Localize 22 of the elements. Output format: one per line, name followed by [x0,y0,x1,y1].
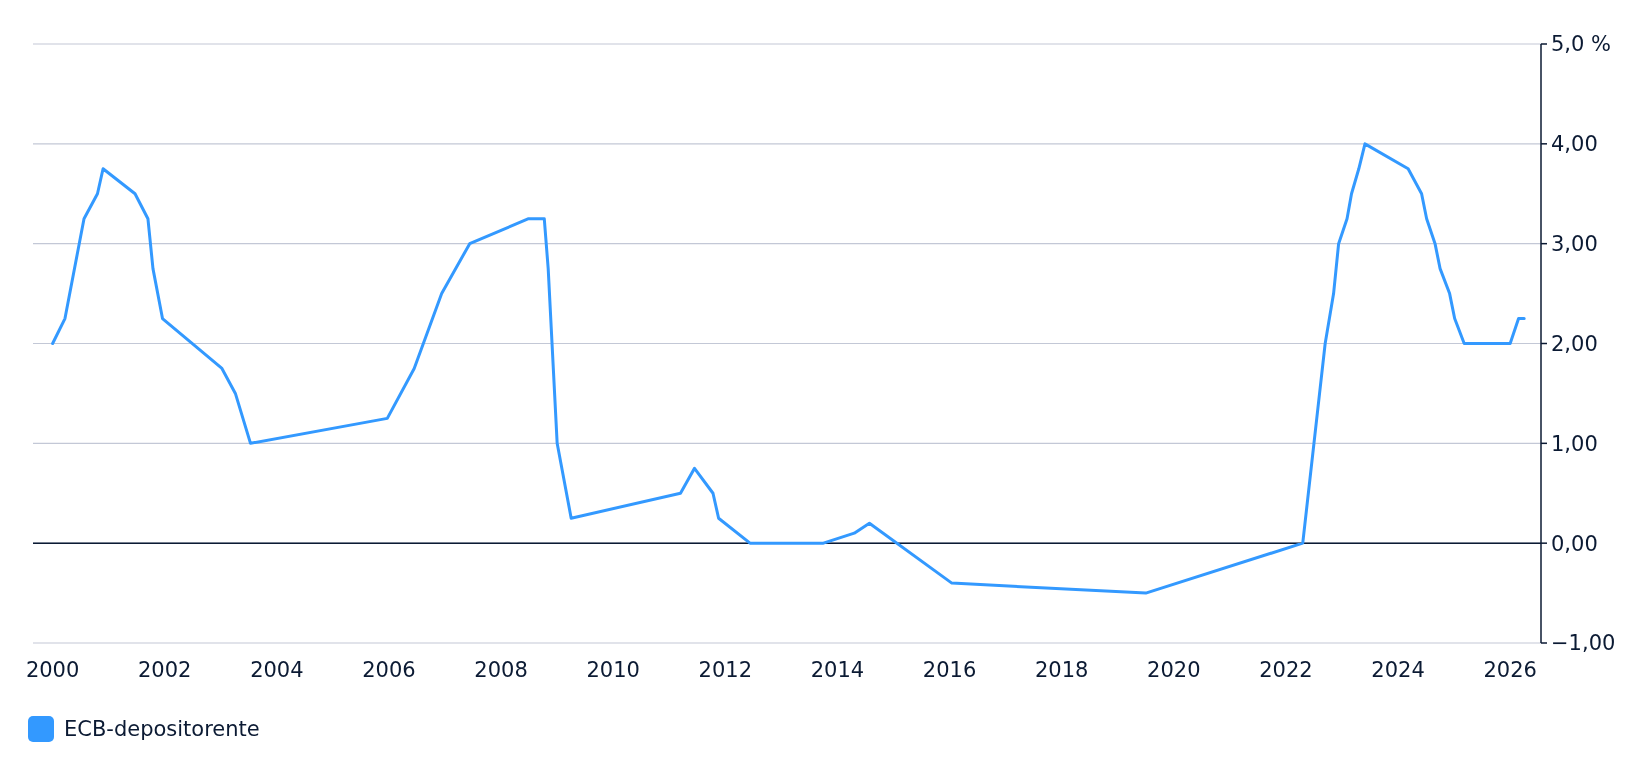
x-tick-label: 2022 [1259,658,1313,682]
y-tick-label: 2,00 [1551,331,1598,356]
x-tick-label: 2012 [698,658,753,682]
y-tick-label: −1,00 [1551,631,1616,656]
x-tick-label: 2016 [922,658,977,682]
x-tick-label: 2006 [362,658,416,682]
y-tick-label: 1,00 [1551,431,1598,456]
x-tick-label: 2008 [474,658,528,682]
x-tick-label: 2010 [586,658,640,682]
x-tick-label: 2000 [25,658,80,682]
x-tick-label: 2002 [138,658,192,682]
y-tick-label: 3,00 [1551,232,1598,257]
x-tick-label: 2024 [1371,658,1425,682]
y-tick-label: 4,00 [1551,132,1598,157]
y-tick-label: 0,00 [1551,531,1598,556]
x-tick-label: 2018 [1034,658,1089,682]
x-tick-label: 2014 [810,658,865,682]
x-tick-label: 2026 [1483,658,1537,682]
x-tick-label: 2020 [1147,658,1201,682]
y-tick-label: 5,0 % [1551,32,1612,57]
legend-label: ECB-depositorente [64,717,260,742]
x-tick-label: 2004 [250,658,304,682]
